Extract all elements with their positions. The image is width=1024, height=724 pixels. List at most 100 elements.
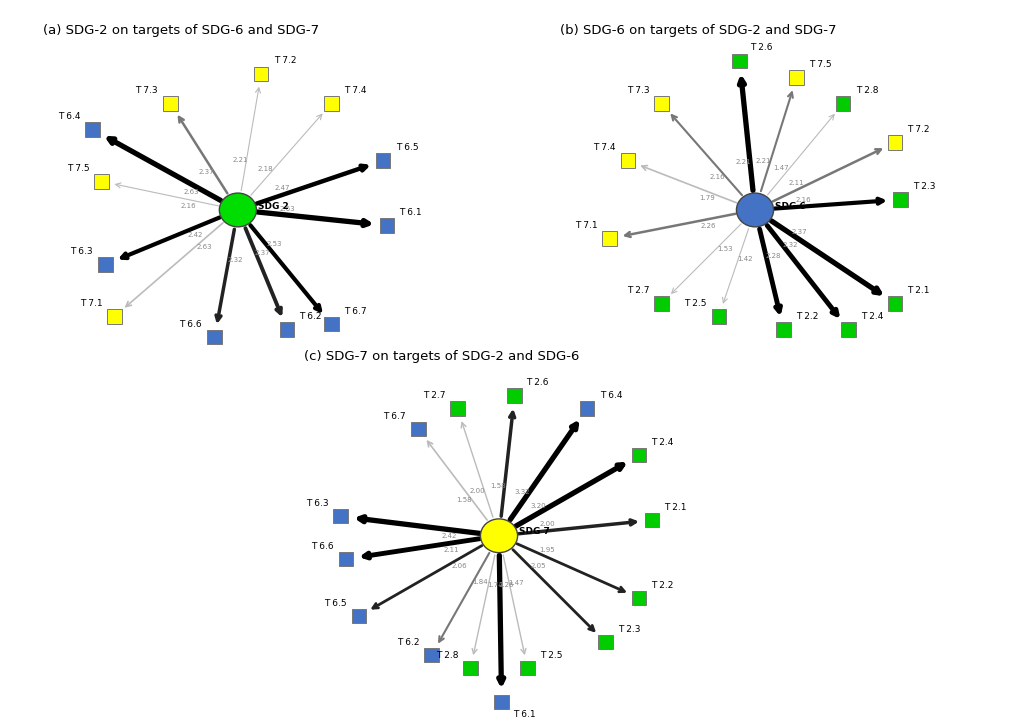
Text: 2.32: 2.32 <box>227 256 243 263</box>
Text: 2.63: 2.63 <box>280 206 296 211</box>
FancyBboxPatch shape <box>351 609 366 623</box>
FancyBboxPatch shape <box>208 330 221 345</box>
Text: T 7.4: T 7.4 <box>344 86 367 95</box>
FancyBboxPatch shape <box>632 591 646 605</box>
Text: 2.16: 2.16 <box>710 174 725 180</box>
Text: T 2.3: T 2.3 <box>912 182 935 191</box>
Text: 1.84: 1.84 <box>473 579 488 585</box>
Text: 2.06: 2.06 <box>452 563 467 569</box>
Text: 2.11: 2.11 <box>788 180 805 186</box>
Text: 1.58: 1.58 <box>490 483 506 489</box>
Text: 2.47: 2.47 <box>274 185 290 191</box>
Text: 1.53: 1.53 <box>717 246 732 253</box>
FancyBboxPatch shape <box>108 309 122 324</box>
FancyBboxPatch shape <box>508 388 522 403</box>
Text: T 6.3: T 6.3 <box>306 499 329 508</box>
Text: T 2.3: T 2.3 <box>617 625 640 634</box>
FancyBboxPatch shape <box>339 552 353 566</box>
Text: T 7.3: T 7.3 <box>135 86 158 95</box>
Text: 2.00: 2.00 <box>540 521 555 527</box>
Text: T 7.1: T 7.1 <box>574 221 597 230</box>
Text: (a) SDG-2 on targets of SDG-6 and SDG-7: (a) SDG-2 on targets of SDG-6 and SDG-7 <box>43 25 319 38</box>
Text: T 2.5: T 2.5 <box>540 651 562 660</box>
Text: T 7.4: T 7.4 <box>593 143 615 152</box>
Text: T 6.1: T 6.1 <box>399 208 422 217</box>
Text: T 6.2: T 6.2 <box>300 312 323 321</box>
FancyBboxPatch shape <box>412 422 426 437</box>
FancyBboxPatch shape <box>98 257 113 272</box>
FancyBboxPatch shape <box>654 96 669 111</box>
Text: 1.79: 1.79 <box>698 195 715 201</box>
Text: 2.26: 2.26 <box>700 223 716 229</box>
Text: T 6.1: T 6.1 <box>513 710 536 720</box>
FancyBboxPatch shape <box>380 219 394 232</box>
Text: (b) SDG-6 on targets of SDG-2 and SDG-7: (b) SDG-6 on targets of SDG-2 and SDG-7 <box>560 25 837 38</box>
Text: 2.21: 2.21 <box>756 158 771 164</box>
Text: 2.16: 2.16 <box>180 203 196 209</box>
Text: 2.37: 2.37 <box>199 169 214 174</box>
FancyBboxPatch shape <box>776 322 791 337</box>
Text: 2.32: 2.32 <box>782 242 799 248</box>
Text: T 7.5: T 7.5 <box>809 60 831 69</box>
Text: 1.95: 1.95 <box>539 547 555 553</box>
Text: T 2.4: T 2.4 <box>861 312 883 321</box>
Text: 1.58: 1.58 <box>457 497 472 503</box>
Text: 2.00: 2.00 <box>470 488 485 494</box>
Text: 1.47: 1.47 <box>774 165 790 171</box>
FancyBboxPatch shape <box>334 509 348 523</box>
FancyBboxPatch shape <box>654 296 669 311</box>
FancyBboxPatch shape <box>893 193 907 207</box>
FancyBboxPatch shape <box>645 513 659 527</box>
FancyBboxPatch shape <box>621 153 635 168</box>
Text: T 6.5: T 6.5 <box>324 599 346 608</box>
Text: 2.37: 2.37 <box>792 229 808 235</box>
Text: T 2.6: T 2.6 <box>751 43 773 52</box>
Text: T 7.2: T 7.2 <box>273 56 296 65</box>
Text: 2.11: 2.11 <box>443 547 459 552</box>
Text: SDG 2: SDG 2 <box>258 201 289 211</box>
FancyBboxPatch shape <box>325 96 339 111</box>
Text: T 6.3: T 6.3 <box>71 247 93 256</box>
Text: 2.63: 2.63 <box>183 189 200 195</box>
Text: T 2.2: T 2.2 <box>651 581 674 589</box>
FancyBboxPatch shape <box>163 96 177 111</box>
Text: T 6.6: T 6.6 <box>311 542 334 551</box>
FancyBboxPatch shape <box>281 322 294 337</box>
FancyBboxPatch shape <box>888 135 902 150</box>
FancyBboxPatch shape <box>712 309 726 324</box>
Ellipse shape <box>480 519 517 552</box>
FancyBboxPatch shape <box>632 448 646 463</box>
Text: T 7.5: T 7.5 <box>67 164 89 173</box>
FancyBboxPatch shape <box>463 661 477 675</box>
FancyBboxPatch shape <box>602 232 616 245</box>
FancyBboxPatch shape <box>495 695 509 709</box>
Text: T 2.7: T 2.7 <box>627 286 649 295</box>
Text: T 2.8: T 2.8 <box>856 86 879 95</box>
Text: 1.47: 1.47 <box>508 580 523 586</box>
Text: 2.53: 2.53 <box>266 241 282 247</box>
FancyBboxPatch shape <box>376 153 390 168</box>
Text: T 2.5: T 2.5 <box>684 299 707 308</box>
Text: T 6.7: T 6.7 <box>384 412 407 421</box>
FancyBboxPatch shape <box>325 317 339 332</box>
Text: 2.21: 2.21 <box>735 159 752 164</box>
Text: T 2.8: T 2.8 <box>435 651 458 660</box>
Text: 2.37: 2.37 <box>255 250 270 256</box>
Ellipse shape <box>219 193 256 227</box>
FancyBboxPatch shape <box>790 70 804 85</box>
Text: (c) SDG-7 on targets of SDG-2 and SDG-6: (c) SDG-7 on targets of SDG-2 and SDG-6 <box>304 350 580 363</box>
Text: T 2.2: T 2.2 <box>796 312 818 321</box>
FancyBboxPatch shape <box>520 661 535 675</box>
FancyBboxPatch shape <box>424 648 438 662</box>
Text: T 6.2: T 6.2 <box>396 638 419 647</box>
FancyBboxPatch shape <box>732 54 746 68</box>
Text: 1.74: 1.74 <box>487 582 503 589</box>
Text: 1.42: 1.42 <box>737 256 753 262</box>
Text: T 2.1: T 2.1 <box>665 502 687 512</box>
Text: T 2.1: T 2.1 <box>907 286 930 295</box>
FancyBboxPatch shape <box>85 122 99 137</box>
Text: T 6.6: T 6.6 <box>179 320 202 329</box>
Text: T 7.2: T 7.2 <box>907 125 930 134</box>
Text: T 7.3: T 7.3 <box>627 86 649 95</box>
FancyBboxPatch shape <box>842 322 856 337</box>
